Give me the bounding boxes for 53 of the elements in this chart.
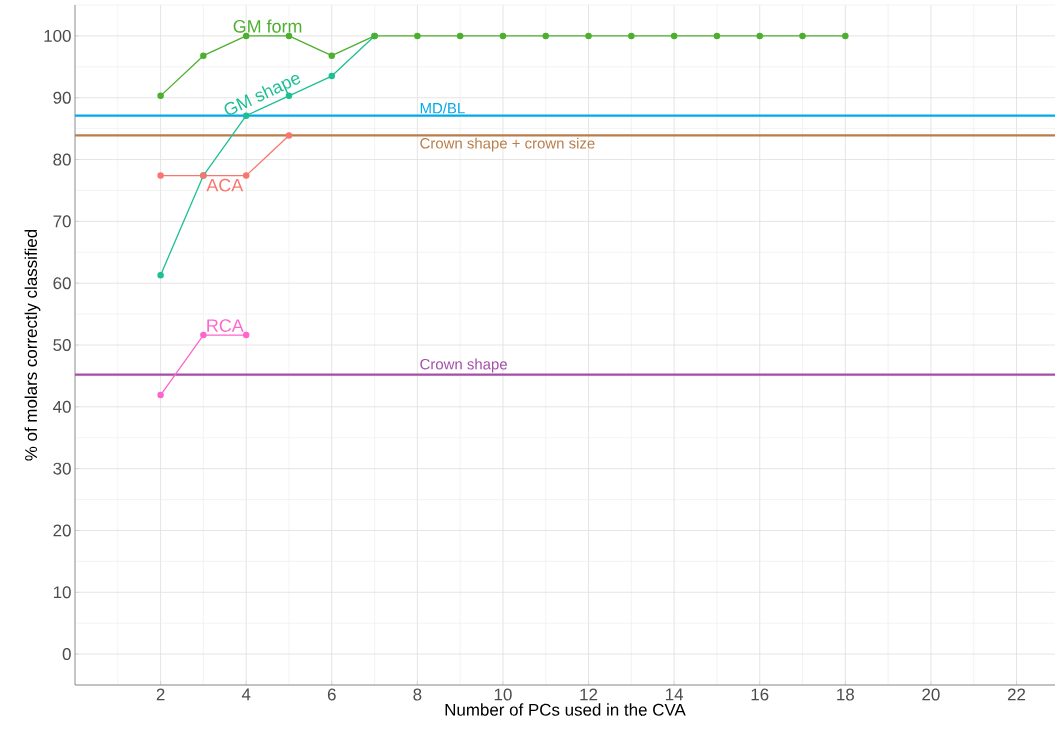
series-label: GM form — [233, 19, 302, 33]
series-label: ACA — [206, 178, 244, 192]
y-axis-title: % of molars correctly classified — [24, 229, 41, 461]
x-tick-label: 18 — [837, 688, 854, 701]
point — [456, 32, 464, 40]
y-tick-label: 60 — [53, 277, 71, 290]
point — [628, 32, 635, 40]
y-tick-label: 30 — [53, 462, 71, 475]
point — [799, 32, 806, 40]
point — [157, 271, 164, 279]
point — [414, 32, 421, 40]
y-tick-label: 70 — [53, 215, 71, 228]
x-tick-label: 12 — [580, 688, 598, 701]
point — [242, 172, 250, 179]
point — [670, 32, 678, 40]
x-tick-label: 10 — [494, 688, 512, 701]
x-axis-title: Number of PCs used in the CVA — [445, 703, 686, 716]
x-tick-label: 20 — [922, 688, 940, 701]
point — [285, 132, 293, 139]
y-tick-label: 20 — [53, 524, 71, 537]
point — [328, 52, 336, 59]
point — [713, 32, 721, 40]
point — [328, 72, 336, 80]
text: GM shape — [224, 74, 301, 115]
ref-line-label: Crown shape + crown size — [420, 137, 595, 152]
ref-line-label: MD/BL — [420, 102, 465, 114]
point — [542, 32, 549, 40]
x-tick-label: 4 — [241, 688, 251, 701]
point — [200, 331, 207, 339]
x-tick-label: 2 — [156, 688, 165, 701]
y-tick-label: 100 — [44, 29, 71, 42]
x-tick-label: 8 — [413, 688, 422, 701]
y-tick-label: 90 — [53, 91, 71, 104]
x-tick-label: 6 — [327, 688, 336, 701]
x-tick-label: 14 — [666, 688, 684, 701]
point — [242, 331, 250, 339]
y-tick-label: 10 — [53, 586, 71, 599]
ref-line-label: Crown shape — [420, 358, 507, 373]
point — [585, 32, 592, 40]
point — [499, 32, 507, 40]
x-tick-label: 22 — [1007, 688, 1026, 701]
y-tick-label: 50 — [53, 339, 71, 351]
point — [200, 52, 207, 59]
point — [157, 92, 164, 100]
point — [842, 32, 849, 40]
x-tick-label: 16 — [751, 688, 769, 701]
y-tick-label: 80 — [53, 153, 71, 166]
point — [756, 32, 763, 40]
series-label: RCA — [207, 319, 244, 332]
y-tick-label: 40 — [53, 400, 71, 413]
point — [157, 172, 164, 179]
point — [157, 391, 164, 399]
y-tick-label: 0 — [62, 648, 71, 661]
